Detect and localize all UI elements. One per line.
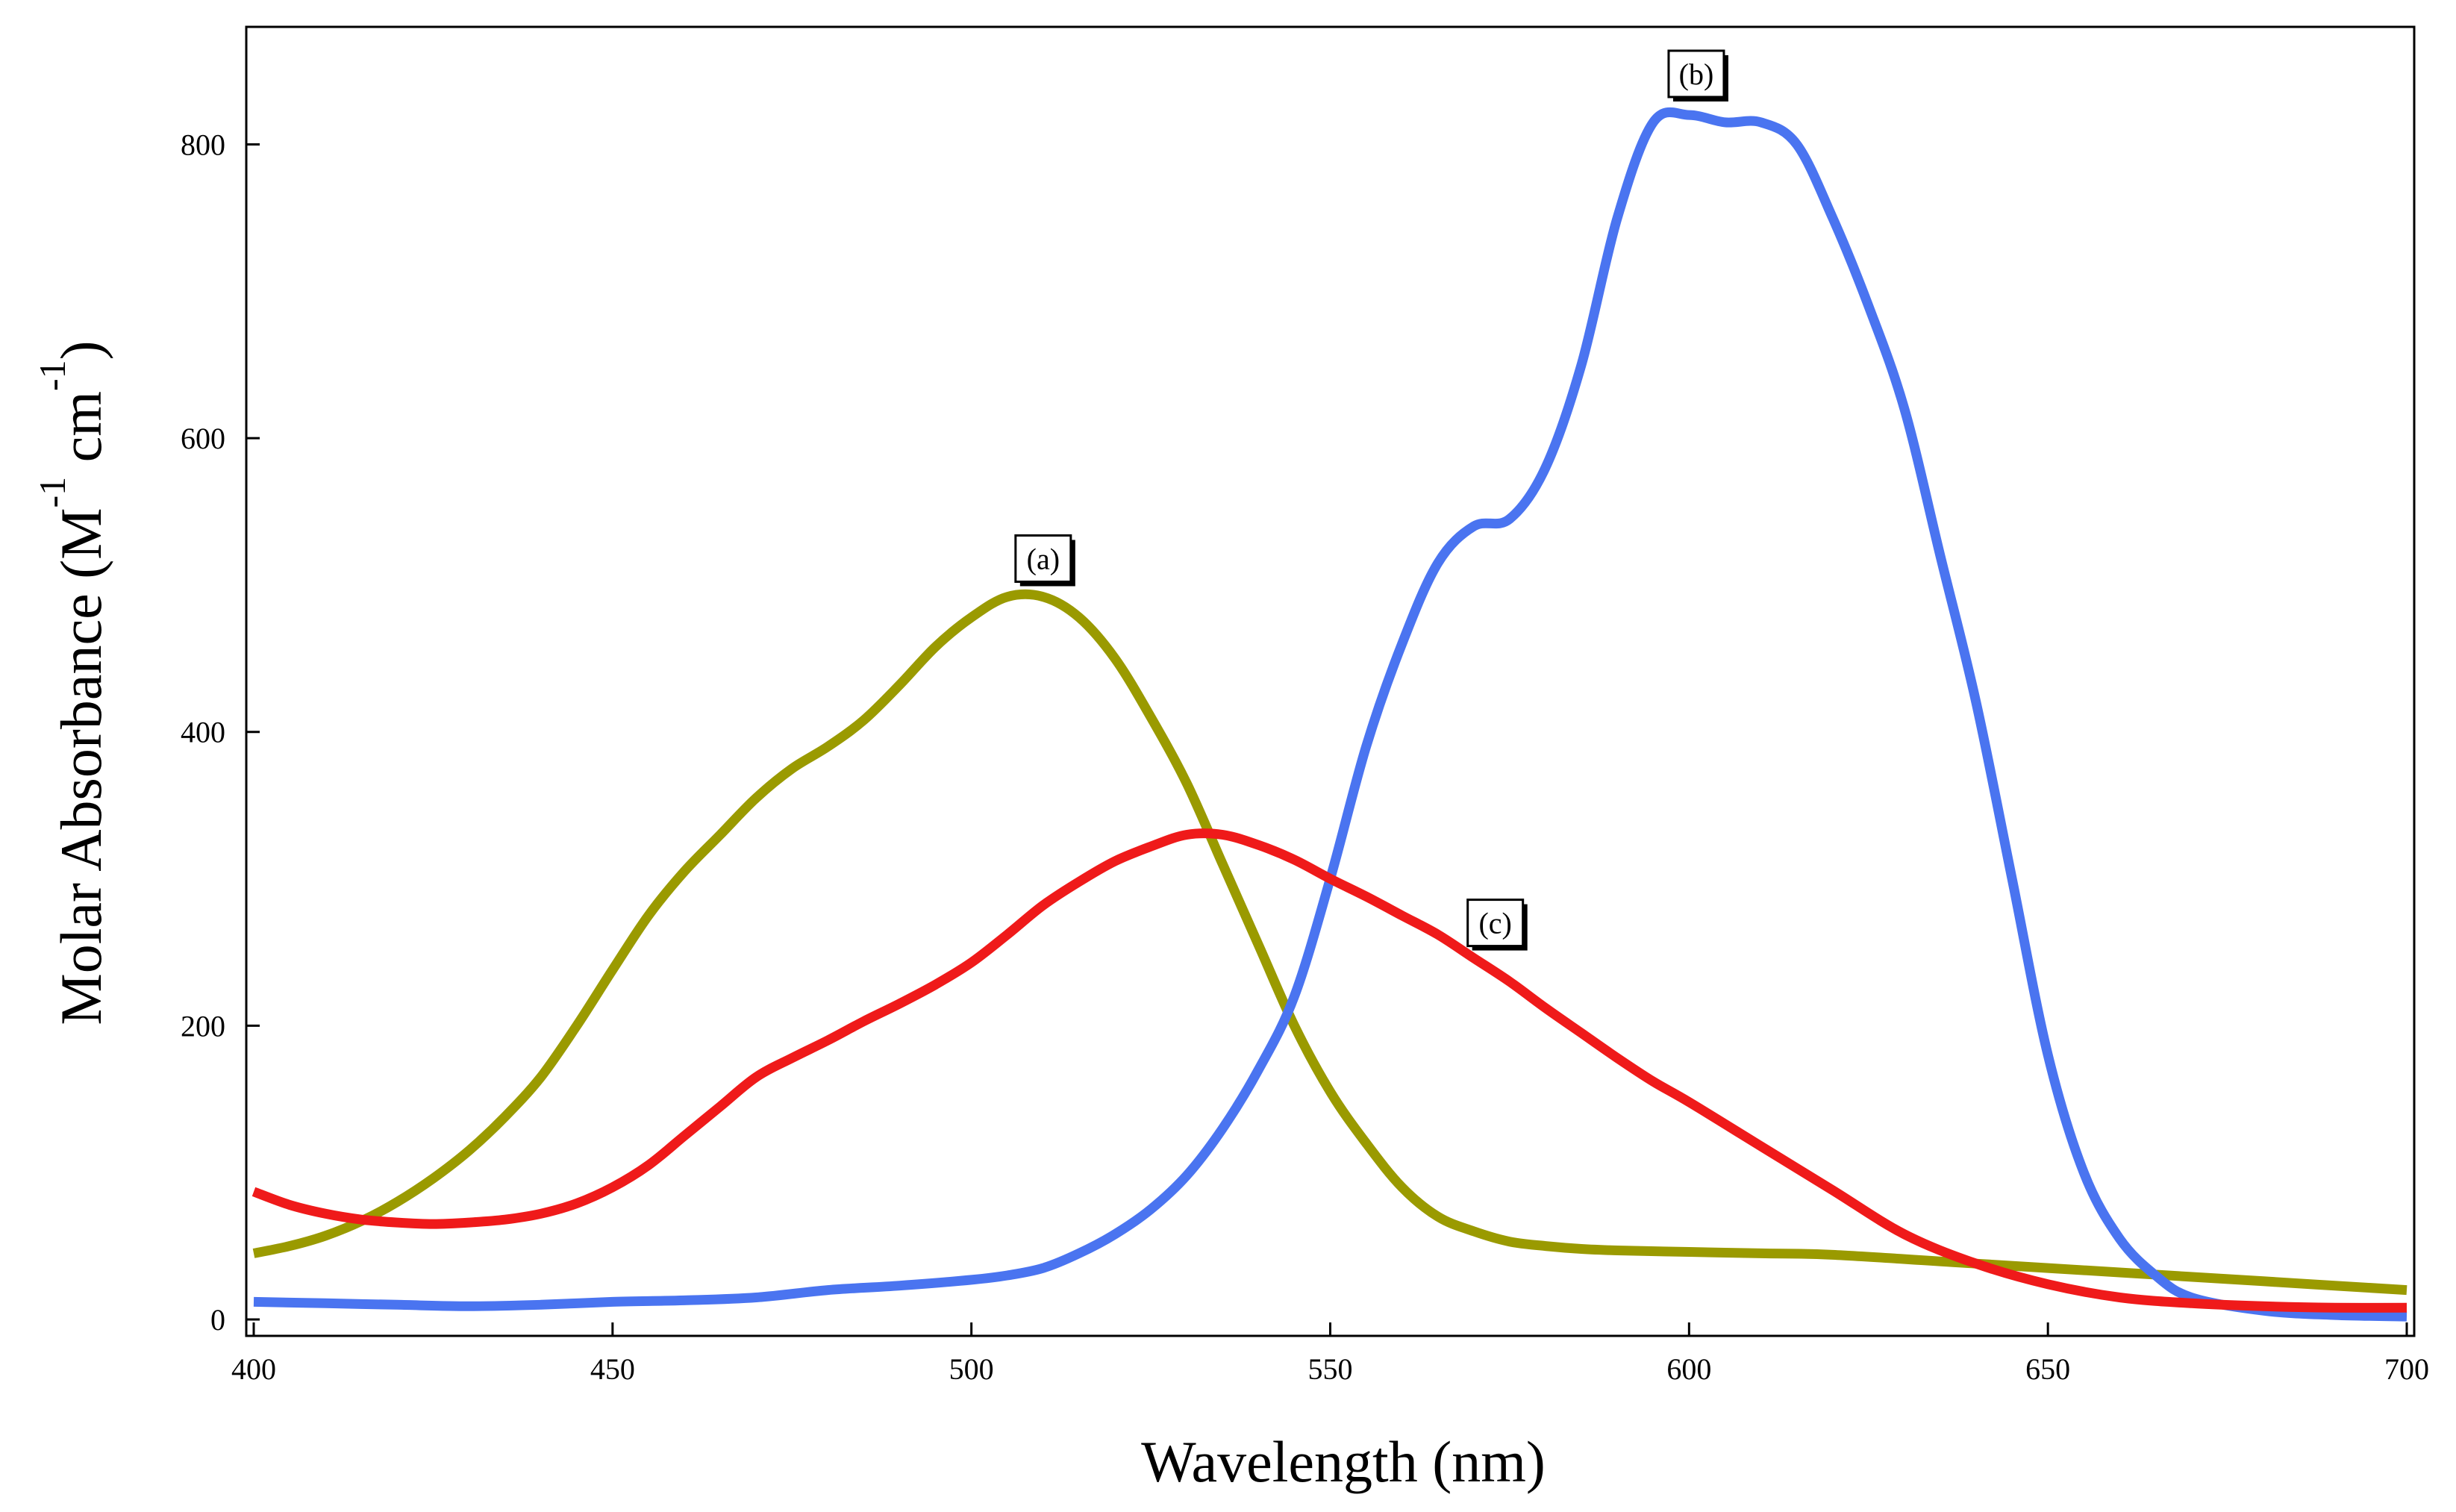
x-tick-label: 450 [590, 1352, 635, 1386]
y-tick-label: 400 [181, 716, 225, 749]
y-axis-title-unit-end: ) [49, 340, 113, 360]
y-axis-title-unit-middle: cm [49, 391, 113, 477]
annotation-label: (b) [1679, 57, 1714, 91]
annotation-c: (c) [1466, 899, 1528, 951]
y-tick-label: 800 [181, 128, 225, 161]
x-axis-title: Wavelength (nm) [1141, 1429, 1546, 1494]
y-axis-title-main: Molar Absorbance (M [49, 507, 113, 1025]
x-tick-label: 650 [2025, 1352, 2070, 1386]
y-tick-label: 0 [210, 1303, 225, 1337]
y-axis-title: Molar Absorbance (M-1 cm-1) [31, 340, 113, 1025]
annotation-b: (b) [1667, 49, 1728, 101]
series-line-c [251, 828, 2407, 1313]
annotation-box [1667, 49, 1725, 99]
annotation-box [1466, 899, 1525, 948]
annotation-a: (a) [1014, 534, 1075, 587]
x-tick-label: 600 [1666, 1352, 1711, 1386]
y-axis-exponent-1: -1 [31, 477, 73, 508]
annotation-label: (c) [1478, 907, 1511, 940]
x-tick-label: 700 [2384, 1352, 2429, 1386]
x-tick-label: 400 [231, 1352, 276, 1386]
series-line-a [252, 589, 2407, 1296]
y-axis: 0 200 400 600 800 [181, 128, 260, 1337]
plot-frame [245, 25, 2416, 1337]
annotation-label: (a) [1027, 542, 1060, 575]
x-tick-label: 500 [949, 1352, 994, 1386]
y-axis-exponent-2: -1 [31, 360, 73, 391]
series-line-b [253, 107, 2407, 1322]
annotation-group: (a) (b) (c) [1014, 49, 1728, 951]
x-axis: 400 450 500 550 600 650 700 [231, 1322, 2429, 1386]
svg-text:Molar Absorbance (M-1 cm-1): Molar Absorbance (M-1 cm-1) [31, 340, 113, 1025]
y-tick-label: 600 [181, 422, 225, 455]
x-tick-label: 550 [1308, 1352, 1353, 1386]
y-tick-label: 200 [181, 1009, 225, 1043]
annotation-box [1014, 534, 1072, 583]
series-group [251, 107, 2407, 1322]
